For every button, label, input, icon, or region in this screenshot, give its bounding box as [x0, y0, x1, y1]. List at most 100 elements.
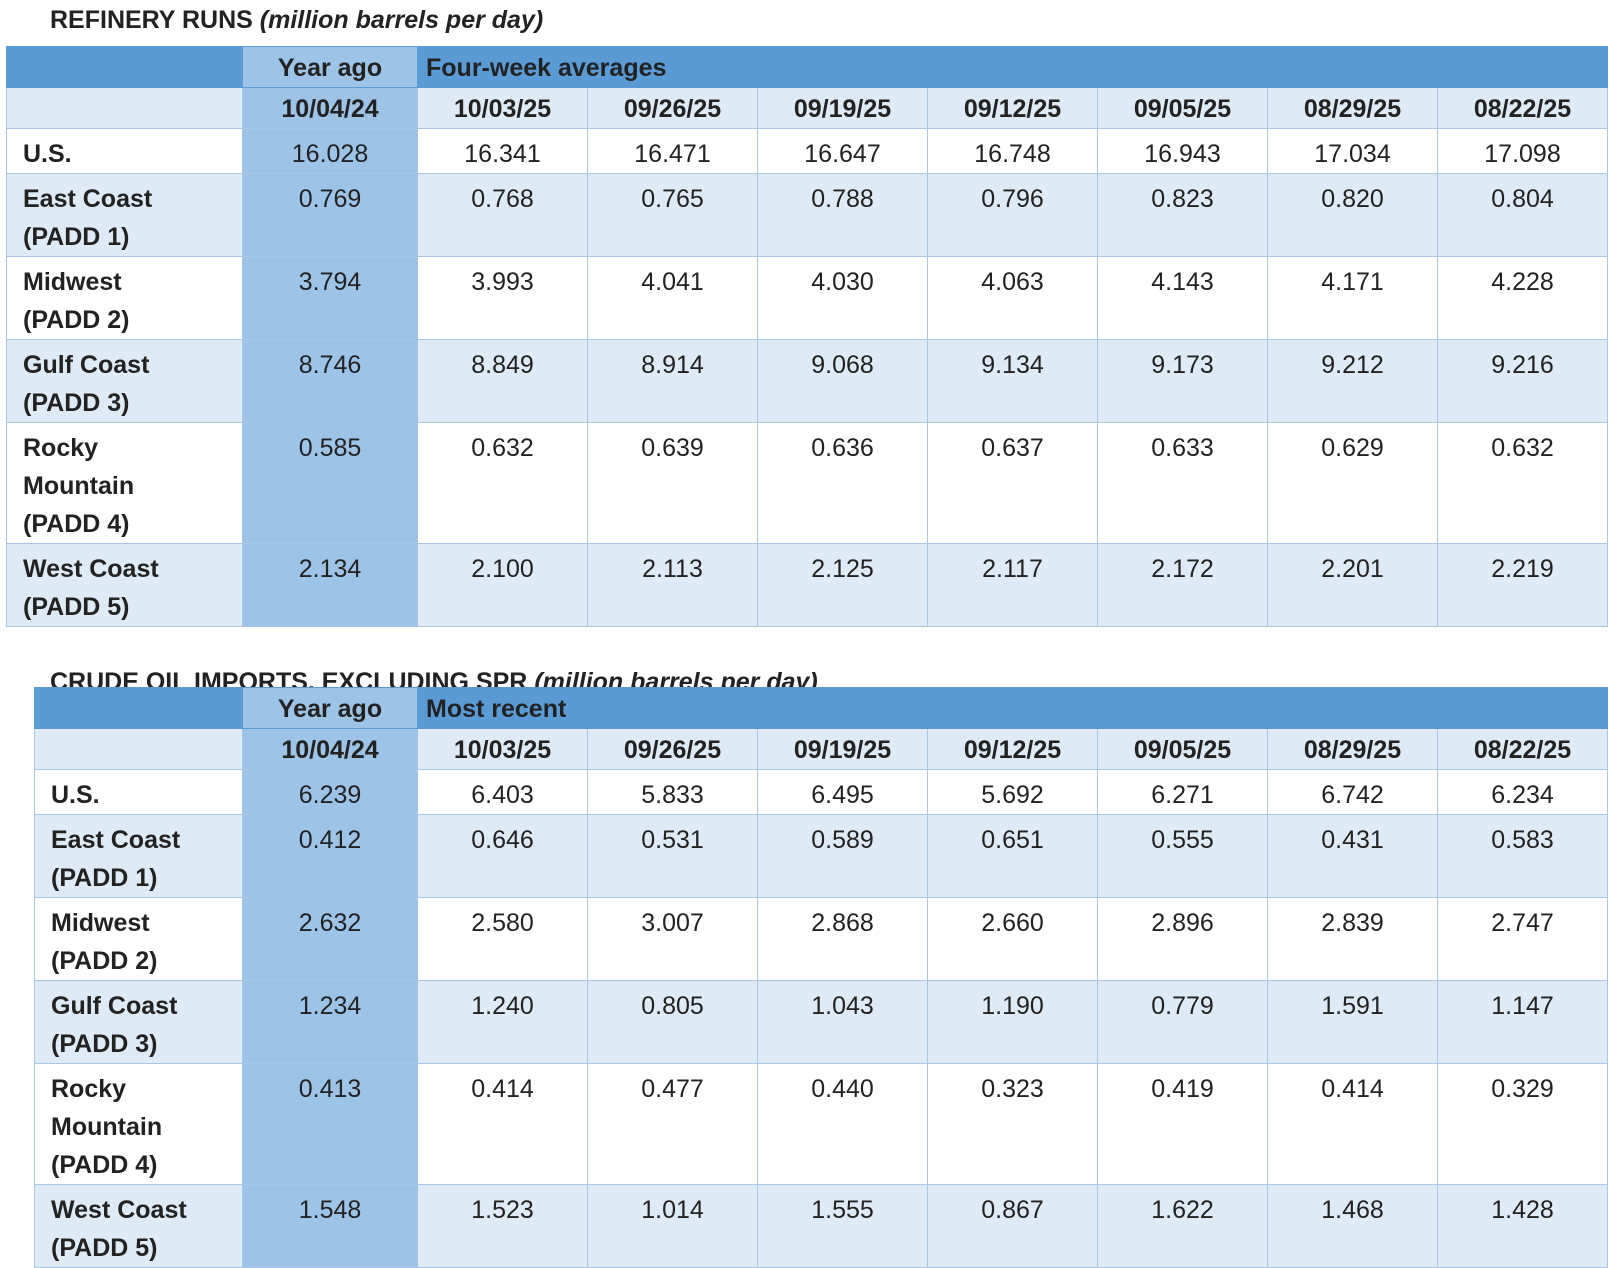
label-line: Rocky: [23, 434, 99, 462]
value-cell: 0.414: [417, 1063, 588, 1185]
value-cell: 6.271: [1097, 769, 1268, 815]
value-cell: 0.477: [587, 1063, 758, 1185]
date-header: 09/05/25: [1097, 728, 1268, 770]
header-row: Year ago Four-week averages: [6, 46, 1608, 88]
value-cell: 2.747: [1437, 897, 1608, 981]
value-cell: 0.323: [927, 1063, 1098, 1185]
span-header: Four-week averages: [417, 46, 1608, 88]
data-row: Rocky Mountain (PADD 4) 0.413 0.414 0.477 0.44…: [34, 1063, 1608, 1185]
value-cell: 0.419: [1097, 1063, 1268, 1185]
row-label: West Coast (PADD 5): [6, 543, 243, 627]
value-cell: 2.201: [1267, 543, 1438, 627]
data-table: Year ago Four-week averages 10/04/24 10/03/…: [6, 46, 1608, 627]
value-cell: 6.234: [1437, 769, 1608, 815]
data-row: West Coast (PADD 5) 1.548 1.523 1.014 1.555 0.…: [34, 1184, 1608, 1268]
value-cell: 4.041: [587, 256, 758, 340]
value-cell: 2.125: [757, 543, 928, 627]
value-cell: 9.216: [1437, 339, 1608, 423]
label-line: (PADD 3): [51, 1030, 158, 1058]
label-line: West Coast: [51, 1196, 187, 1224]
label-line: (PADD 1): [51, 864, 158, 892]
value-cell: 16.943: [1097, 128, 1268, 174]
date-header: 08/29/25: [1267, 87, 1438, 129]
year-ago-header: Year ago: [242, 46, 418, 88]
value-cell: 0.633: [1097, 422, 1268, 544]
label-line: Midwest: [23, 268, 122, 296]
label-line: Rocky: [51, 1075, 127, 1103]
date-header: 09/05/25: [1097, 87, 1268, 129]
row-label: Midwest (PADD 2): [6, 256, 243, 340]
value-cell: 4.063: [927, 256, 1098, 340]
value-cell: 2.219: [1437, 543, 1608, 627]
value-cell: 1.622: [1097, 1184, 1268, 1268]
label-line: East Coast: [51, 826, 181, 854]
value-cell: 1.147: [1437, 980, 1608, 1064]
value-cell: 0.823: [1097, 173, 1268, 257]
row-label: Midwest (PADD 2): [34, 897, 243, 981]
value-cell: 6.239: [242, 769, 418, 815]
date-header: 09/12/25: [927, 87, 1098, 129]
row-label: East Coast (PADD 1): [34, 814, 243, 898]
value-cell: 16.341: [417, 128, 588, 174]
value-cell: 0.585: [242, 422, 418, 544]
value-cell: 0.804: [1437, 173, 1608, 257]
value-cell: 1.014: [587, 1184, 758, 1268]
value-cell: 0.796: [927, 173, 1098, 257]
value-cell: 6.495: [757, 769, 928, 815]
value-cell: 16.028: [242, 128, 418, 174]
value-cell: 0.637: [927, 422, 1098, 544]
header-cell: [34, 728, 243, 770]
value-cell: 0.629: [1267, 422, 1438, 544]
data-row: U.S. 6.239 6.403 5.833 6.495 5.692 6.271 6.742 6…: [34, 769, 1608, 815]
date-header: 09/12/25: [927, 728, 1098, 770]
value-cell: 9.068: [757, 339, 928, 423]
date-header: 10/03/25: [417, 87, 588, 129]
value-cell: 0.768: [417, 173, 588, 257]
value-cell: 0.769: [242, 173, 418, 257]
value-cell: 3.007: [587, 897, 758, 981]
value-cell: 2.117: [927, 543, 1098, 627]
value-cell: 16.471: [587, 128, 758, 174]
value-cell: 6.742: [1267, 769, 1438, 815]
data-table: Year ago Most recent 10/04/24 10/03/25 09/26…: [34, 687, 1608, 1268]
label-line: Midwest: [51, 909, 150, 937]
label-line: West Coast: [23, 555, 159, 583]
value-cell: 2.580: [417, 897, 588, 981]
header-row: Year ago Most recent: [34, 687, 1608, 729]
value-cell: 0.632: [1437, 422, 1608, 544]
label-line: (PADD 1): [23, 223, 130, 251]
label-line: (PADD 3): [23, 389, 130, 417]
value-cell: 0.440: [757, 1063, 928, 1185]
date-header: 08/29/25: [1267, 728, 1438, 770]
value-cell: 0.589: [757, 814, 928, 898]
value-cell: 17.098: [1437, 128, 1608, 174]
value-cell: 1.240: [417, 980, 588, 1064]
value-cell: 1.043: [757, 980, 928, 1064]
value-cell: 0.788: [757, 173, 928, 257]
value-cell: 0.413: [242, 1063, 418, 1185]
header-cell: [34, 687, 243, 729]
value-cell: 0.779: [1097, 980, 1268, 1064]
value-cell: 16.647: [757, 128, 928, 174]
value-cell: 0.765: [587, 173, 758, 257]
value-cell: 1.190: [927, 980, 1098, 1064]
data-row: Midwest (PADD 2) 2.632 2.580 3.007 2.868 2.660…: [34, 897, 1608, 981]
label-line: East Coast: [23, 185, 153, 213]
value-cell: 1.234: [242, 980, 418, 1064]
value-cell: 9.134: [927, 339, 1098, 423]
year-ago-header: Year ago: [242, 687, 418, 729]
date-header: 09/26/25: [587, 728, 758, 770]
value-cell: 0.431: [1267, 814, 1438, 898]
value-cell: 4.171: [1267, 256, 1438, 340]
date-header: 10/04/24: [242, 87, 418, 129]
label-line: Gulf Coast: [51, 992, 178, 1020]
value-cell: 0.632: [417, 422, 588, 544]
value-cell: 4.030: [757, 256, 928, 340]
label-line: (PADD 5): [51, 1234, 158, 1262]
value-cell: 2.134: [242, 543, 418, 627]
date-header: 08/22/25: [1437, 87, 1608, 129]
row-label: U.S.: [6, 128, 243, 174]
value-cell: 16.748: [927, 128, 1098, 174]
value-cell: 4.228: [1437, 256, 1608, 340]
label-line: (PADD 4): [23, 510, 130, 538]
